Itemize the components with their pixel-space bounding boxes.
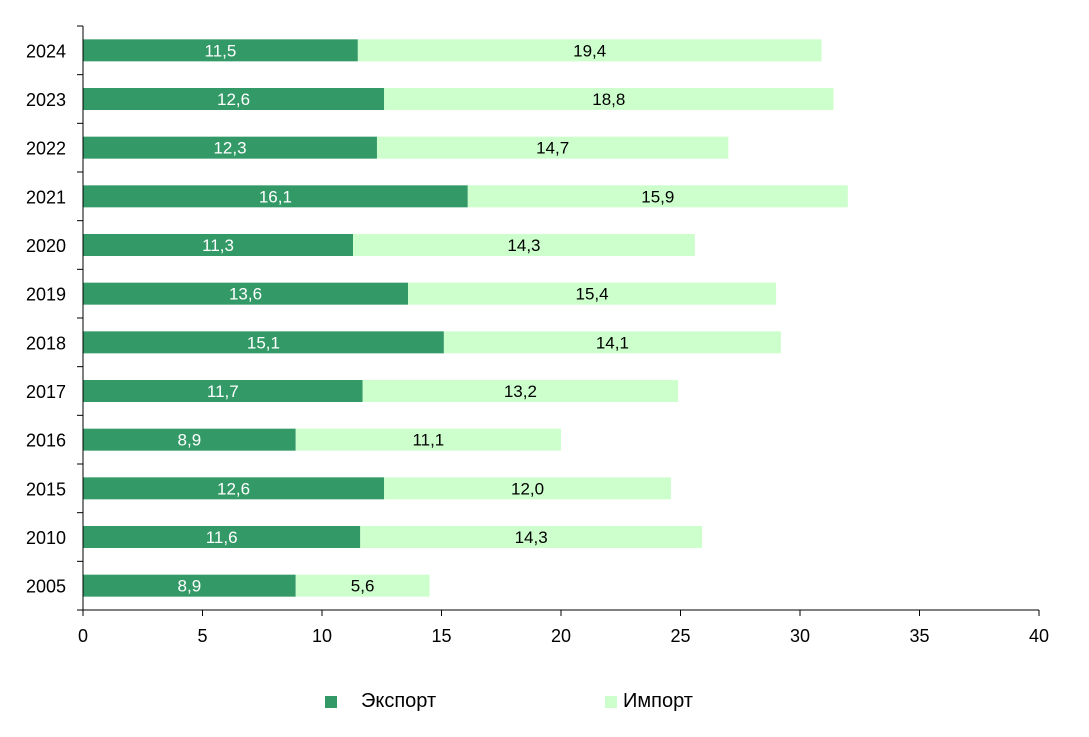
y-tick-label-2024: 2024 (26, 41, 66, 61)
y-tick-label-2022: 2022 (26, 139, 66, 159)
x-tick-label-40: 40 (1029, 626, 1049, 646)
y-tick-label-2021: 2021 (26, 187, 66, 207)
bar-export-2020 (83, 234, 354, 256)
bar-import-2023 (384, 88, 834, 110)
bar-import-2021 (467, 185, 848, 208)
bar-label-export-2016: 8,9 (178, 431, 202, 450)
bar-label-export-2020: 11,3 (202, 236, 234, 255)
y-tick-label-2017: 2017 (26, 382, 66, 402)
bar-label-import-2021: 15,9 (641, 187, 674, 206)
x-tick-label-5: 5 (197, 626, 207, 646)
bar-export-2018 (83, 331, 444, 354)
x-tick-label-35: 35 (909, 626, 929, 646)
bar-import-2022 (376, 136, 729, 159)
legend-item-export: Экспорт (325, 690, 436, 713)
bar-label-import-2020: 14,3 (507, 236, 540, 255)
bar-import-2020 (353, 234, 695, 256)
bar-label-import-2024: 19,4 (573, 41, 606, 60)
legend-label-import: Импорт (623, 690, 693, 712)
bar-export-2016 (83, 428, 296, 451)
x-tick-label-25: 25 (670, 626, 690, 646)
bar-label-export-2005: 8,9 (178, 577, 202, 596)
y-tick-label-2005: 2005 (26, 577, 66, 597)
x-tick-label-30: 30 (790, 626, 810, 646)
bar-export-2010 (83, 526, 361, 548)
y-tick-label-2015: 2015 (26, 479, 66, 499)
bar-label-export-2023: 12,6 (217, 90, 250, 109)
bar-import-2018 (443, 331, 781, 354)
bar-label-export-2015: 12,6 (217, 479, 250, 498)
x-tick-label-10: 10 (312, 626, 332, 646)
bar-label-export-2019: 13,6 (229, 285, 262, 304)
bar-import-2016 (295, 428, 561, 451)
bar-label-import-2023: 18,8 (592, 90, 625, 109)
bar-export-2024 (83, 39, 358, 62)
bar-export-2019 (83, 282, 409, 305)
bar-import-2019 (408, 282, 777, 305)
bar-label-import-2005: 5,6 (351, 577, 375, 596)
bar-export-2021 (83, 185, 468, 208)
bar-label-export-2024: 11,5 (205, 41, 237, 60)
bar-export-2015 (83, 477, 385, 500)
bar-label-export-2018: 15,1 (247, 333, 280, 352)
bar-export-2017 (83, 380, 363, 402)
bar-label-import-2010: 14,3 (515, 528, 548, 547)
bar-import-2017 (362, 380, 679, 402)
y-tick-label-2018: 2018 (26, 333, 66, 353)
bar-export-2005 (83, 574, 296, 597)
x-tick-label-20: 20 (551, 626, 571, 646)
bar-import-2005 (295, 574, 430, 597)
y-tick-label-2023: 2023 (26, 90, 66, 110)
legend-item-import: Импорт (605, 690, 693, 713)
y-tick-label-2019: 2019 (26, 285, 66, 305)
x-tick-label-15: 15 (431, 626, 451, 646)
bar-import-2024 (357, 39, 822, 62)
bar-export-2022 (83, 136, 377, 159)
bar-label-import-2017: 13,2 (504, 382, 537, 401)
bar-label-import-2015: 12,0 (511, 479, 544, 498)
y-tick-label-2010: 2010 (26, 528, 66, 548)
bar-label-import-2016: 11,1 (412, 431, 444, 450)
x-tick-label-0: 0 (78, 626, 88, 646)
legend: Экспорт Импорт (0, 690, 1089, 720)
bar-import-2010 (360, 526, 703, 548)
bar-label-export-2017: 11,7 (207, 382, 239, 401)
bar-label-export-2022: 12,3 (213, 139, 246, 158)
bar-import-2015 (384, 477, 671, 500)
legend-swatch-export (325, 695, 337, 708)
bar-label-import-2018: 14,1 (596, 333, 629, 352)
y-tick-label-2020: 2020 (26, 236, 66, 256)
y-tick-label-2016: 2016 (26, 431, 66, 451)
bar-label-import-2022: 14,7 (536, 139, 569, 158)
legend-swatch-import (605, 695, 617, 708)
bar-label-export-2021: 16,1 (259, 187, 292, 206)
bar-export-2023 (83, 88, 385, 110)
bar-label-export-2010: 11,6 (206, 528, 238, 547)
legend-label-export: Экспорт (361, 690, 437, 712)
bar-label-import-2019: 15,4 (576, 285, 609, 304)
